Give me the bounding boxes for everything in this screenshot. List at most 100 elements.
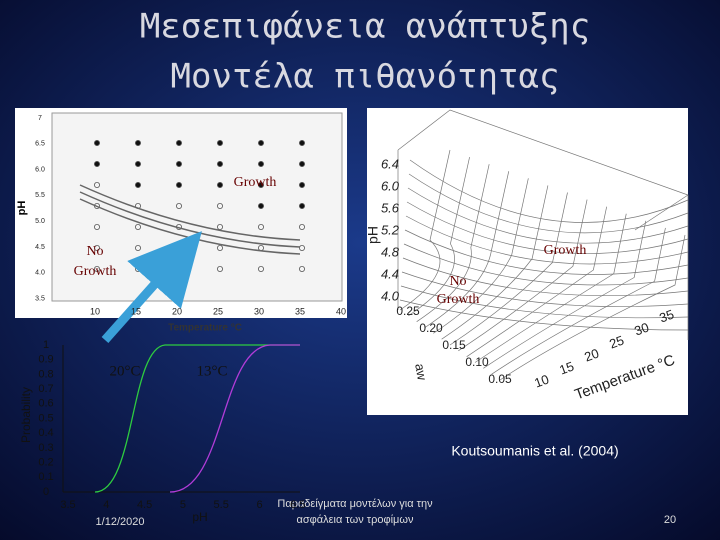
tick-label: 35 [295,306,305,316]
point [298,265,305,272]
tick-label: 30 [254,306,264,316]
tick-label: 3.5 [60,499,75,511]
point [216,139,223,146]
footer-text: ασφάλεια των τροφίμων [297,514,414,526]
tick-label: 6 [256,499,262,511]
tick-label: 20 [172,306,182,316]
tick-label: 0.05 [488,372,512,386]
tick-label: 0.9 [38,354,53,366]
tick-label: 6.5 [290,499,305,511]
point [94,244,101,251]
axis-label: Probability [19,387,33,443]
tick-label: 0.10 [465,355,489,369]
tick-label: 35 [657,306,676,325]
region-label: Growth [544,243,587,258]
curve-label: 20°C [109,363,140,379]
curve-label: 13°C [196,363,227,379]
point [298,181,305,188]
mesh-line [408,173,689,234]
mesh-line [466,206,608,357]
mesh-line [441,185,549,340]
tick-label: 4.8 [381,244,400,259]
arrow [101,231,202,343]
point [257,202,264,209]
tick-label: 1 [43,339,49,351]
tick-label: 5.6 [381,200,400,215]
point [298,223,305,230]
point [94,223,101,230]
point [216,244,223,251]
tick-label: 30 [632,319,651,338]
axis-label: pH [16,201,28,216]
tick-label: 3.5 [35,295,45,302]
tick-label: 6.0 [35,166,45,173]
mesh-line [416,164,490,322]
tick-label: 4.0 [35,270,45,277]
tick-label: 0.20 [419,321,443,335]
boundary-curve [79,191,301,248]
point [94,181,101,188]
mesh-line [483,220,647,369]
region-label: Growth [437,292,480,307]
tick-label: 5.0 [35,218,45,225]
point [175,202,182,209]
tick-label: 25 [213,306,223,316]
tick-label: 4 [103,499,109,511]
mesh-line [402,257,689,297]
mesh-line [474,213,627,363]
tick-label: 0.7 [38,383,53,395]
point [175,139,182,146]
axis-label: Temperature °C [168,323,242,334]
tick-label: 4.4 [381,266,399,281]
tick-label: 7 [38,115,42,122]
tick-label: 10 [532,371,551,390]
tick-label: 0.1 [38,471,53,483]
footer-page: 20 [664,514,676,526]
point [134,223,141,230]
mesh-line [499,234,686,381]
region-label: Growth [234,175,277,190]
tick-label: 0.6 [38,398,53,410]
point [134,139,141,146]
tick-label: 4.5 [35,244,45,251]
point [298,202,305,209]
tick-label: 0.5 [38,412,53,424]
tick-label: 10 [90,306,100,316]
point [298,244,305,251]
growth-points [94,139,305,272]
footer-text: Παραδείγματα μοντέλων για την [277,498,433,510]
point [216,181,223,188]
tick-label: 25 [607,332,626,351]
point [94,160,101,167]
point [257,223,264,230]
mesh-line [433,178,529,334]
mesh-line [403,243,689,286]
point [134,160,141,167]
point [216,160,223,167]
title-line: Μοντέλα πιθανότητας [171,57,560,97]
point [216,202,223,209]
point [216,223,223,230]
tick-label: 15 [557,358,576,377]
tick-label: 0.2 [38,457,53,469]
mesh-line [491,227,666,375]
region-label: No [449,274,466,289]
citation: Koutsoumanis et al. (2004) [451,443,618,459]
tick-label: 40 [336,306,346,316]
tick-label: 0.8 [38,368,53,380]
mesh-line [406,201,689,254]
probability-curve [94,344,300,493]
point [94,139,101,146]
point [216,265,223,272]
mesh-line [458,199,588,352]
point [257,139,264,146]
point [257,265,264,272]
mesh-line [400,285,689,319]
tick-label: 20 [582,345,601,364]
tick-label: 5.5 [35,192,45,199]
point [175,160,182,167]
region-label: Growth [74,264,117,279]
point [175,181,182,188]
mesh-line [404,229,689,275]
